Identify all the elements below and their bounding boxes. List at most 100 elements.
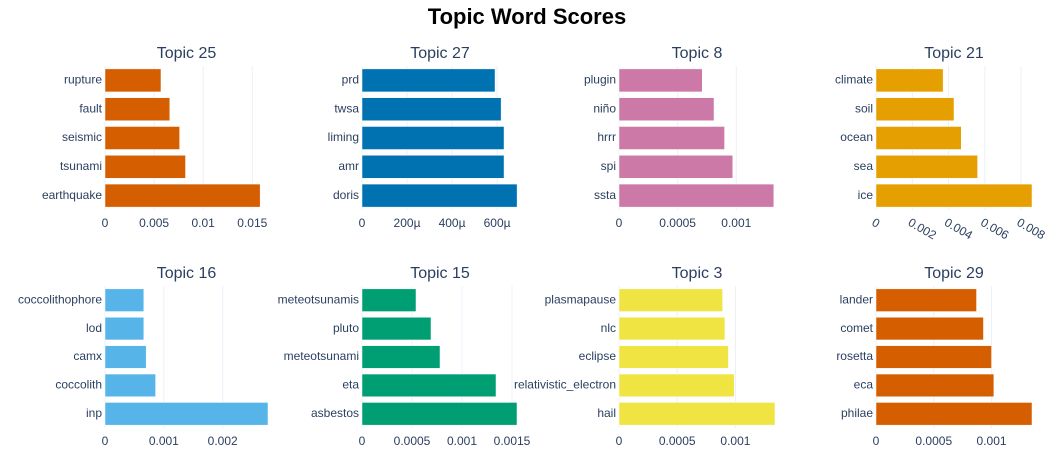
bar <box>618 345 729 369</box>
y-tick-label: comet <box>840 321 873 335</box>
y-tick-label: prd <box>342 73 359 87</box>
y-tick-label: hail <box>597 406 616 420</box>
x-tick-label: 0 <box>359 216 366 230</box>
y-tick-label: relativistic_electron <box>514 378 616 392</box>
bar <box>618 316 726 341</box>
bar <box>875 126 962 150</box>
y-tick-label: sea <box>854 159 874 173</box>
x-tick-label: 200µ <box>394 216 421 230</box>
bar <box>104 97 171 121</box>
x-tick-label: 0 <box>359 434 366 448</box>
subplot-title: Topic 8 <box>672 45 723 62</box>
x-tick-label: 0.001 <box>721 216 751 230</box>
bar <box>361 155 505 179</box>
bar <box>104 68 162 93</box>
bar <box>875 288 977 312</box>
y-tick-label: doris <box>333 188 359 202</box>
bar <box>875 316 984 341</box>
x-tick-label: 0 <box>102 434 109 448</box>
subplot-title: Topic 29 <box>924 265 984 282</box>
y-tick-label: soil <box>855 101 873 115</box>
bar <box>361 288 417 312</box>
x-tick-label: 0.002 <box>208 434 238 448</box>
y-tick-label: amr <box>338 159 359 173</box>
y-tick-label: inp <box>86 406 102 420</box>
x-tick-label: 0.0005 <box>659 216 696 230</box>
bar <box>875 402 1033 426</box>
y-tick-label: fault <box>79 101 102 115</box>
y-tick-label: plugin <box>584 73 616 87</box>
bar <box>361 126 505 150</box>
y-tick-label: spi <box>601 159 616 173</box>
y-tick-label: lander <box>840 292 873 306</box>
x-tick-label: 0.0005 <box>659 434 696 448</box>
bar <box>875 183 1033 208</box>
x-tick-label: 0.006 <box>978 215 1011 242</box>
y-tick-label: earthquake <box>42 188 102 202</box>
x-tick-label: 0 <box>869 215 882 231</box>
x-tick-label: 0 <box>616 216 623 230</box>
x-tick-label: 0.002 <box>906 215 939 242</box>
bar <box>875 345 992 369</box>
bar <box>618 126 725 150</box>
bar <box>875 68 944 93</box>
x-tick-label: 0.008 <box>1015 215 1048 242</box>
x-tick-label: 0.0015 <box>494 434 531 448</box>
x-tick-label: 400µ <box>439 216 466 230</box>
y-tick-label: meteotsunamis <box>278 292 359 306</box>
bar <box>875 97 955 121</box>
bar <box>104 345 147 369</box>
y-tick-label: seismic <box>62 130 102 144</box>
subplot-title: Topic 16 <box>157 265 217 282</box>
x-tick-label: 0.0005 <box>915 434 952 448</box>
y-tick-label: ocean <box>840 130 873 144</box>
y-tick-label: liming <box>328 130 359 144</box>
bar <box>618 155 734 179</box>
bar <box>104 288 145 312</box>
x-tick-label: 0.0005 <box>394 434 431 448</box>
subplot-title: Topic 25 <box>157 45 217 62</box>
x-tick-label: 0.004 <box>942 215 975 242</box>
y-tick-label: rupture <box>64 73 102 87</box>
y-tick-label: eca <box>854 378 874 392</box>
x-tick-label: 0 <box>873 434 880 448</box>
y-tick-label: climate <box>835 73 873 87</box>
bar <box>618 288 723 312</box>
bar <box>104 183 261 208</box>
y-tick-label: lod <box>86 321 102 335</box>
y-tick-label: hrrr <box>597 130 616 144</box>
y-tick-label: coccolithophore <box>18 292 102 306</box>
bar <box>618 68 703 93</box>
y-tick-label: niño <box>593 101 616 115</box>
y-tick-label: rosetta <box>836 349 873 363</box>
bar <box>618 373 735 398</box>
y-tick-label: pluto <box>333 321 359 335</box>
bar <box>361 97 502 121</box>
bar <box>361 402 518 426</box>
x-tick-label: 0 <box>102 216 109 230</box>
y-tick-label: tsunami <box>60 159 102 173</box>
bar <box>361 316 432 341</box>
bar <box>875 155 978 179</box>
y-tick-label: twsa <box>334 101 359 115</box>
bar <box>104 373 156 398</box>
bar <box>361 345 441 369</box>
subplot-title: Topic 27 <box>410 45 470 62</box>
x-tick-label: 0.001 <box>447 434 477 448</box>
subplot-title: Topic 21 <box>924 45 984 62</box>
y-tick-label: eclipse <box>579 349 617 363</box>
bar <box>361 183 518 208</box>
bar <box>361 68 496 93</box>
x-tick-label: 600µ <box>484 216 511 230</box>
bar <box>361 373 497 398</box>
bar <box>104 155 186 179</box>
y-tick-label: meteotsunami <box>284 349 359 363</box>
x-tick-label: 0.001 <box>977 434 1007 448</box>
bar <box>104 126 180 150</box>
bar <box>618 97 715 121</box>
y-tick-label: nlc <box>601 321 616 335</box>
bar <box>618 183 775 208</box>
bar <box>875 373 995 398</box>
y-tick-label: coccolith <box>55 378 102 392</box>
